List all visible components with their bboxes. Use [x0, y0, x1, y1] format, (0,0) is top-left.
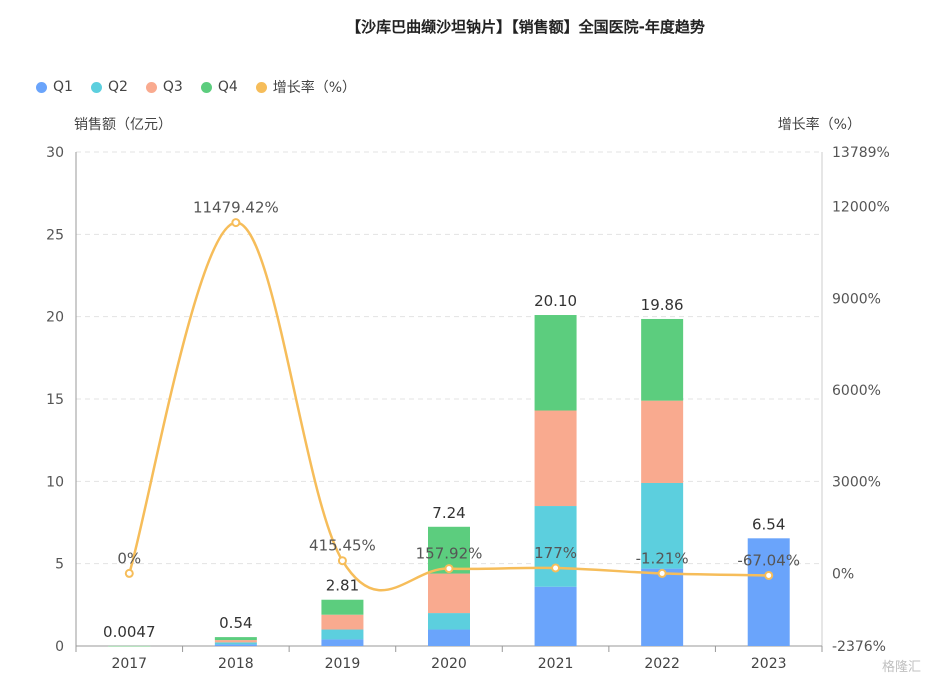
x-tick-label: 2018	[218, 656, 254, 672]
x-tick-label: 2021	[538, 656, 574, 672]
bar-segment-q2	[641, 482, 684, 569]
growth-label: 0%	[117, 549, 141, 567]
y-tick-left-label: 15	[46, 392, 64, 408]
legend-label-growth: 增长率（%）	[272, 80, 357, 96]
y-tick-left-label: 25	[46, 227, 64, 243]
legend-label-q1: Q1	[53, 79, 73, 95]
legend-item-q4[interactable]: Q4	[200, 77, 238, 97]
bar-segment-q2	[321, 629, 364, 640]
legend-swatch-q4	[200, 81, 212, 93]
bar-total-label: 20.10	[534, 292, 577, 310]
bar-segment-q3	[321, 614, 364, 630]
y-tick-left-label: 5	[55, 557, 64, 573]
watermark: 格隆汇	[881, 660, 921, 675]
growth-point	[657, 568, 667, 578]
growth-label: -1.21%	[636, 549, 689, 567]
bar-segment-q1	[428, 629, 470, 646]
legend-swatch-q1	[36, 81, 47, 93]
bar-segment-q4	[214, 637, 257, 641]
bar-segment-q2	[214, 642, 257, 645]
growth-label: 415.45%	[309, 537, 376, 555]
y-tick-right-label: 6000%	[832, 383, 881, 399]
bar-total-label: 0.54	[219, 614, 252, 632]
bar-segment-q4	[321, 599, 364, 615]
bar-total-label: 7.24	[432, 504, 465, 522]
growth-point	[551, 563, 561, 573]
y-tick-left-label: 0	[55, 639, 64, 655]
growth-label: 11479.42%	[193, 199, 279, 217]
bar-segment-q1	[321, 639, 364, 646]
bar-segment-q4	[108, 645, 151, 647]
y-tick-right-label: 13789%	[832, 145, 890, 161]
legend-item-q2[interactable]: Q2	[90, 77, 128, 97]
x-tick-label: 2019	[325, 656, 361, 672]
y-tick-right-label: 0%	[832, 566, 854, 582]
bar-segment-q3	[214, 640, 257, 643]
y-tick-left-label: 10	[46, 474, 64, 490]
growth-point	[444, 564, 454, 574]
legend-label-q3: Q3	[162, 79, 183, 95]
bar-total-label: 19.86	[641, 296, 684, 314]
x-tick-label: 2023	[751, 656, 787, 672]
bar-total-label: 2.81	[326, 577, 359, 595]
growth-label: 177%	[534, 544, 577, 562]
y-tick-right-label: 12000%	[832, 200, 890, 216]
y-tick-right-label: 3000%	[832, 475, 881, 491]
y-axis-left-label: 销售额（亿元）	[74, 117, 172, 133]
bar-total-label: 6.54	[752, 515, 785, 533]
bar-segment-q3	[641, 400, 684, 483]
growth-point	[231, 218, 241, 228]
x-tick-label: 2017	[111, 656, 147, 672]
x-tick-label: 2020	[431, 656, 467, 672]
legend-item-q1[interactable]: Q1	[36, 77, 73, 97]
bar-segment-q2	[428, 613, 470, 630]
legend-label-q4: Q4	[217, 79, 238, 95]
bar-segment-q4	[534, 315, 577, 411]
bar-segment-q1	[214, 644, 257, 646]
growth-label: -67.04%	[737, 551, 800, 569]
legend: Q1 Q2 Q3 Q4 增长率（%）	[36, 77, 356, 97]
bar-segment-q1	[747, 538, 790, 646]
chart-title: 【沙库巴曲缬沙坦钠片】【销售额】全国医院-年度趋势	[346, 18, 705, 36]
growth-point	[337, 556, 347, 566]
growth-point	[124, 568, 134, 578]
bar-total-label: 0.0047	[103, 623, 156, 641]
y-tick-left-label: 20	[46, 310, 64, 326]
legend-swatch-q2	[90, 81, 102, 93]
legend-item-growth[interactable]: 增长率（%）	[255, 77, 357, 97]
y-tick-right-label: -2376%	[832, 639, 886, 655]
legend-swatch-q3	[145, 81, 157, 93]
bar-segment-q4	[641, 318, 684, 401]
growth-line	[128, 221, 769, 592]
legend-swatch-growth	[255, 81, 267, 93]
bar-segment-q1	[641, 568, 684, 646]
bar-segment-q2	[534, 506, 577, 587]
y-tick-left-label: 30	[46, 145, 64, 161]
y-axis-right-label: 增长率（%）	[777, 117, 861, 133]
bar-segment-q1	[534, 586, 577, 646]
growth-point	[764, 570, 774, 580]
legend-label-q2: Q2	[107, 79, 128, 95]
x-tick-label: 2022	[644, 656, 680, 672]
legend-item-q3[interactable]: Q3	[145, 77, 183, 97]
bar-segment-q3	[534, 410, 577, 507]
bar-segment-q3	[428, 573, 470, 614]
y-tick-right-label: 9000%	[832, 291, 881, 307]
growth-label: 157.92%	[416, 545, 483, 563]
